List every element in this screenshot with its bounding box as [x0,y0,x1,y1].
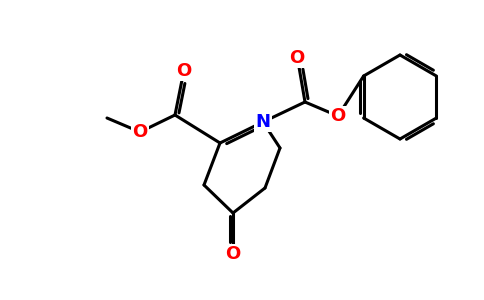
Text: N: N [256,113,271,131]
Text: O: O [133,123,148,141]
Text: O: O [226,245,241,263]
Text: O: O [176,62,192,80]
Text: O: O [289,49,304,67]
Text: O: O [331,107,346,125]
